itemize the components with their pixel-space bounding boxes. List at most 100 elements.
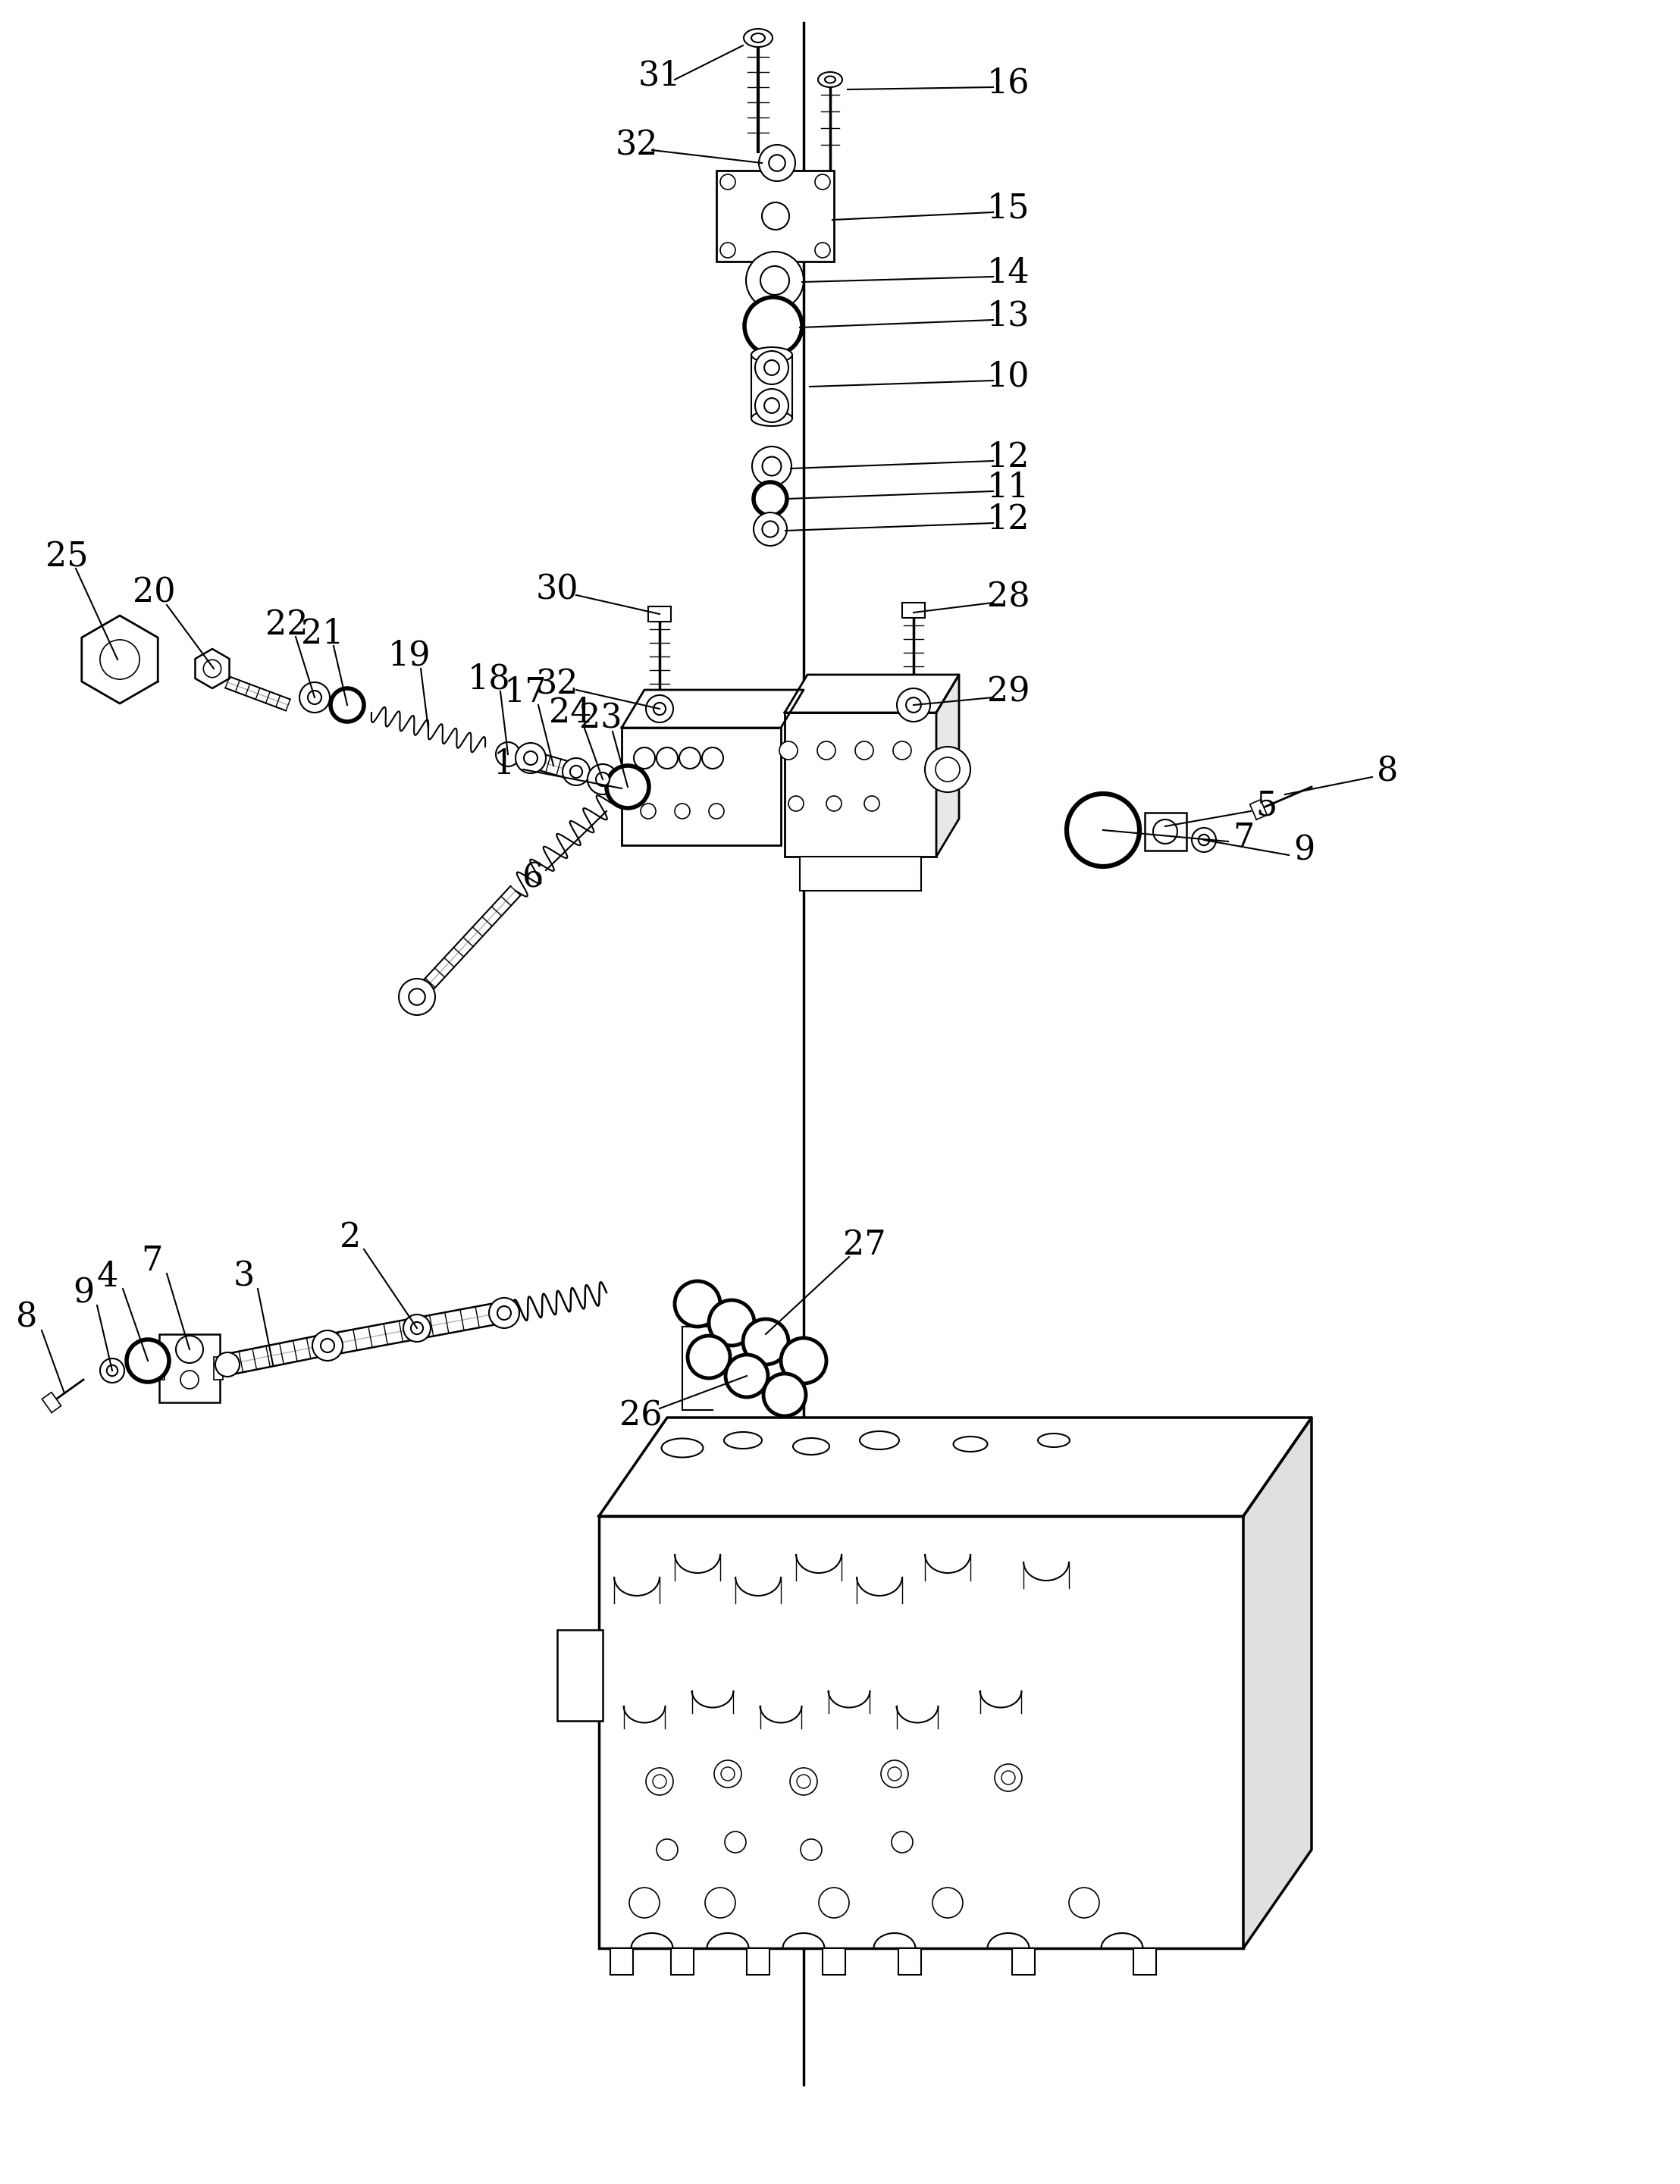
Bar: [156, 1356, 165, 1380]
Circle shape: [780, 740, 798, 760]
Text: 12: 12: [986, 502, 1030, 535]
Circle shape: [657, 1839, 677, 1861]
Text: 17: 17: [504, 675, 548, 708]
Circle shape: [827, 795, 842, 810]
Text: 21: 21: [301, 618, 344, 651]
Polygon shape: [785, 675, 959, 712]
Text: 32: 32: [615, 129, 659, 162]
Circle shape: [790, 1767, 816, 1795]
Circle shape: [1198, 834, 1210, 845]
Circle shape: [724, 1832, 746, 1852]
Text: 7: 7: [141, 1245, 163, 1278]
Circle shape: [321, 1339, 334, 1352]
Bar: [902, 603, 926, 618]
Circle shape: [126, 1339, 170, 1382]
Text: 9: 9: [72, 1278, 94, 1310]
Circle shape: [796, 1776, 810, 1789]
Bar: [622, 727, 781, 845]
Circle shape: [906, 697, 921, 712]
Bar: [716, 170, 833, 262]
Circle shape: [894, 740, 911, 760]
Circle shape: [764, 397, 780, 413]
Circle shape: [763, 1374, 806, 1415]
Circle shape: [746, 251, 803, 310]
Bar: [823, 1948, 845, 1974]
Ellipse shape: [860, 1431, 899, 1450]
Circle shape: [706, 1887, 736, 1918]
Text: 1: 1: [494, 747, 514, 780]
Text: 23: 23: [580, 703, 622, 736]
Text: 27: 27: [843, 1227, 885, 1260]
Circle shape: [403, 983, 430, 1011]
Circle shape: [726, 1354, 768, 1398]
Bar: [648, 607, 670, 622]
Ellipse shape: [751, 33, 764, 41]
Circle shape: [744, 297, 801, 354]
Text: 18: 18: [467, 664, 511, 695]
Circle shape: [1191, 828, 1216, 852]
Circle shape: [936, 758, 959, 782]
Circle shape: [818, 1887, 848, 1918]
Circle shape: [331, 688, 365, 721]
Bar: [1144, 812, 1186, 850]
Ellipse shape: [1038, 1433, 1070, 1448]
Text: 14: 14: [986, 256, 1030, 288]
Circle shape: [203, 660, 222, 677]
Circle shape: [721, 242, 736, 258]
Circle shape: [1067, 793, 1139, 867]
Ellipse shape: [744, 28, 773, 48]
Text: 19: 19: [388, 640, 430, 673]
Circle shape: [563, 758, 590, 786]
Text: 8: 8: [15, 1302, 37, 1334]
Text: 6: 6: [522, 860, 544, 893]
Polygon shape: [936, 675, 959, 856]
Bar: [746, 1948, 769, 1974]
Bar: [800, 856, 921, 891]
Circle shape: [299, 681, 329, 712]
Circle shape: [307, 690, 321, 703]
Circle shape: [654, 703, 665, 714]
Bar: [751, 354, 793, 419]
Circle shape: [763, 522, 778, 537]
Text: 5: 5: [1255, 788, 1277, 821]
Circle shape: [897, 688, 931, 721]
Bar: [598, 1516, 1243, 1948]
Circle shape: [753, 446, 791, 485]
Circle shape: [815, 175, 830, 190]
Polygon shape: [1250, 799, 1267, 819]
Text: 15: 15: [986, 192, 1030, 225]
Circle shape: [679, 747, 701, 769]
Text: 9: 9: [1294, 834, 1315, 867]
Text: 32: 32: [536, 668, 578, 701]
Text: 20: 20: [133, 577, 175, 609]
Circle shape: [645, 1767, 674, 1795]
Circle shape: [645, 695, 674, 723]
Text: 13: 13: [986, 299, 1030, 332]
Circle shape: [761, 266, 790, 295]
Bar: [610, 1948, 633, 1974]
Circle shape: [709, 804, 724, 819]
Circle shape: [215, 1352, 240, 1376]
Circle shape: [101, 1358, 124, 1382]
Circle shape: [880, 1760, 909, 1787]
Ellipse shape: [953, 1437, 988, 1452]
Circle shape: [709, 1299, 754, 1345]
Text: 25: 25: [45, 542, 87, 574]
Text: 31: 31: [638, 59, 680, 92]
Circle shape: [596, 773, 610, 786]
Circle shape: [489, 1297, 519, 1328]
Polygon shape: [622, 690, 803, 727]
Ellipse shape: [825, 76, 835, 83]
Circle shape: [759, 144, 795, 181]
Polygon shape: [598, 1417, 1312, 1516]
Circle shape: [640, 804, 655, 819]
Bar: [670, 1948, 694, 1974]
Circle shape: [524, 751, 538, 764]
Bar: [1011, 1948, 1035, 1974]
Text: 7: 7: [1233, 821, 1253, 854]
Ellipse shape: [793, 1437, 830, 1455]
Circle shape: [763, 456, 781, 476]
Circle shape: [754, 352, 788, 384]
Circle shape: [675, 1282, 721, 1326]
Ellipse shape: [818, 72, 842, 87]
